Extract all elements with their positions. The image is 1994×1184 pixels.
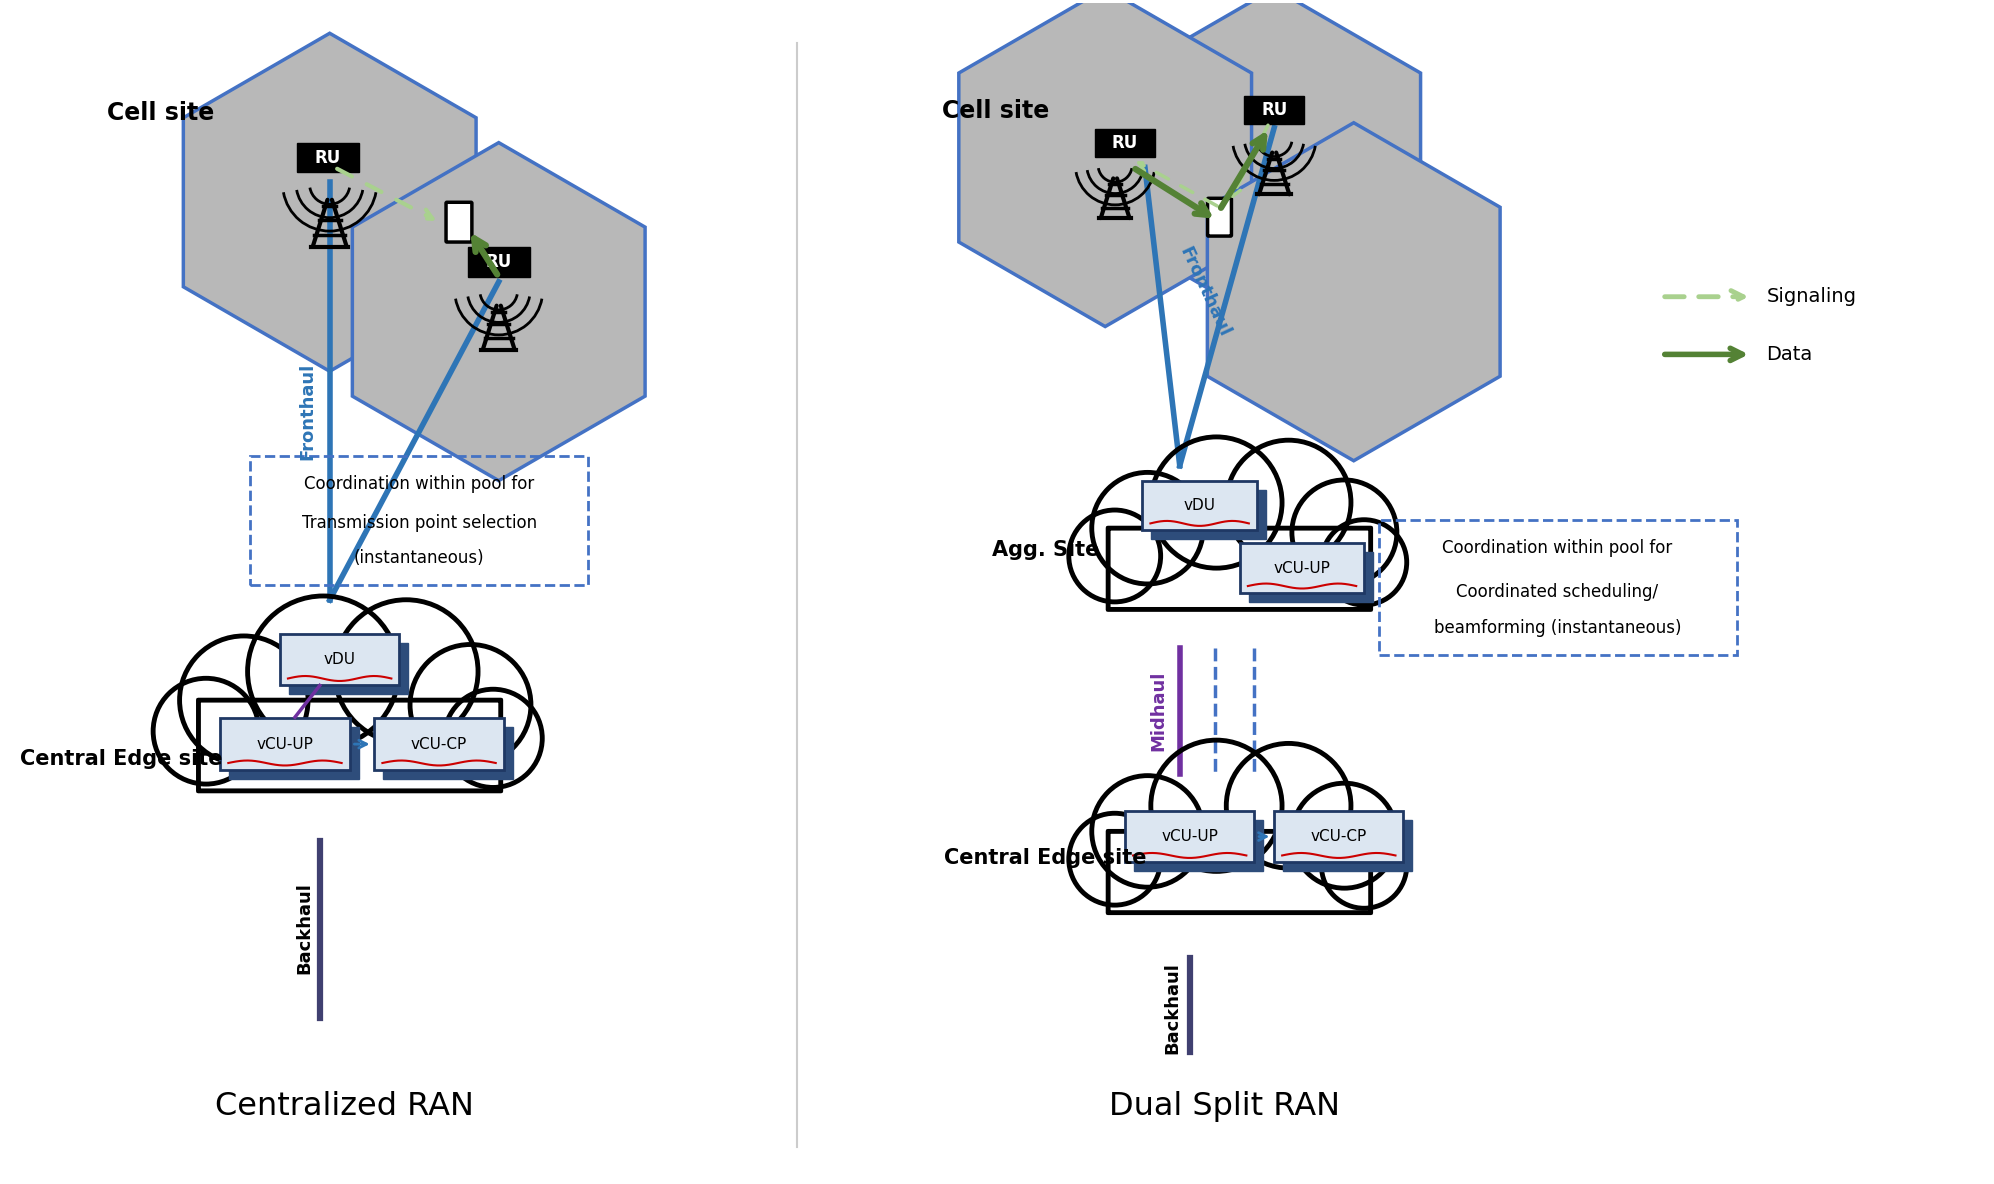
Polygon shape xyxy=(1129,0,1420,327)
FancyBboxPatch shape xyxy=(447,202,473,242)
FancyBboxPatch shape xyxy=(383,727,512,779)
Polygon shape xyxy=(1206,123,1499,461)
Circle shape xyxy=(179,636,307,765)
Text: vCU-UP: vCU-UP xyxy=(257,736,313,752)
Circle shape xyxy=(154,678,259,784)
Polygon shape xyxy=(353,142,646,481)
Circle shape xyxy=(445,689,542,787)
Text: (instantaneous): (instantaneous) xyxy=(353,549,485,567)
Text: Backhaul: Backhaul xyxy=(295,882,313,974)
FancyBboxPatch shape xyxy=(1274,811,1404,862)
FancyBboxPatch shape xyxy=(1125,811,1254,862)
FancyBboxPatch shape xyxy=(221,719,349,770)
Text: RU: RU xyxy=(1260,101,1288,118)
Text: vCU-UP: vCU-UP xyxy=(1274,561,1330,575)
FancyBboxPatch shape xyxy=(469,247,530,277)
FancyBboxPatch shape xyxy=(1244,96,1304,124)
Text: RU: RU xyxy=(1113,134,1139,152)
FancyBboxPatch shape xyxy=(1109,831,1370,913)
FancyBboxPatch shape xyxy=(279,633,399,686)
Circle shape xyxy=(335,600,479,744)
Text: Coordinated scheduling/: Coordinated scheduling/ xyxy=(1456,583,1659,601)
Text: Cell site: Cell site xyxy=(108,101,213,124)
Circle shape xyxy=(247,596,399,747)
Text: Fronthaul: Fronthaul xyxy=(299,362,317,459)
Text: RU: RU xyxy=(487,253,512,271)
Text: RU: RU xyxy=(315,148,341,167)
Text: Signaling: Signaling xyxy=(1767,288,1856,307)
Text: Central Edge site: Central Edge site xyxy=(20,749,221,770)
FancyBboxPatch shape xyxy=(229,727,359,779)
Text: Coordination within pool for: Coordination within pool for xyxy=(1442,539,1673,558)
FancyBboxPatch shape xyxy=(1135,819,1264,871)
FancyBboxPatch shape xyxy=(1240,543,1364,593)
Polygon shape xyxy=(959,0,1252,327)
Circle shape xyxy=(1093,472,1202,584)
FancyBboxPatch shape xyxy=(1151,490,1266,539)
FancyBboxPatch shape xyxy=(1143,481,1256,530)
Text: vCU-UP: vCU-UP xyxy=(1161,829,1218,844)
Circle shape xyxy=(411,644,530,765)
Text: vDU: vDU xyxy=(1184,498,1216,513)
Text: Agg. Site: Agg. Site xyxy=(991,540,1099,560)
Text: vCU-CP: vCU-CP xyxy=(411,736,467,752)
Circle shape xyxy=(1322,520,1406,605)
FancyBboxPatch shape xyxy=(1109,528,1370,610)
Text: Centralized RAN: Centralized RAN xyxy=(215,1092,475,1122)
FancyBboxPatch shape xyxy=(297,142,359,173)
Text: Backhaul: Backhaul xyxy=(1164,961,1182,1054)
FancyBboxPatch shape xyxy=(199,700,500,791)
Circle shape xyxy=(1292,783,1398,888)
FancyBboxPatch shape xyxy=(375,719,504,770)
Text: Dual Split RAN: Dual Split RAN xyxy=(1109,1092,1340,1122)
Text: Cell site: Cell site xyxy=(943,98,1049,123)
Text: Central Edge site: Central Edge site xyxy=(945,849,1147,868)
Circle shape xyxy=(1226,440,1352,565)
FancyBboxPatch shape xyxy=(1095,129,1155,156)
Circle shape xyxy=(1093,776,1202,887)
FancyBboxPatch shape xyxy=(1248,552,1374,601)
Circle shape xyxy=(1322,823,1406,908)
Circle shape xyxy=(1069,510,1161,601)
Circle shape xyxy=(1226,744,1352,868)
Circle shape xyxy=(1151,437,1282,568)
FancyBboxPatch shape xyxy=(289,643,409,694)
Circle shape xyxy=(1151,740,1282,871)
Text: vDU: vDU xyxy=(323,652,355,667)
Text: Coordination within pool for: Coordination within pool for xyxy=(303,475,534,493)
FancyBboxPatch shape xyxy=(1208,198,1232,236)
Text: Fronthaul: Fronthaul xyxy=(1176,244,1234,340)
Polygon shape xyxy=(183,33,477,372)
Circle shape xyxy=(1069,813,1161,905)
Text: vCU-CP: vCU-CP xyxy=(1310,829,1368,844)
FancyBboxPatch shape xyxy=(1284,819,1412,871)
Text: Transmission point selection: Transmission point selection xyxy=(301,514,536,533)
Text: Midhaul: Midhaul xyxy=(1149,671,1166,752)
Circle shape xyxy=(1292,480,1398,585)
Text: beamforming (instantaneous): beamforming (instantaneous) xyxy=(1434,619,1681,637)
Text: Data: Data xyxy=(1767,345,1813,363)
